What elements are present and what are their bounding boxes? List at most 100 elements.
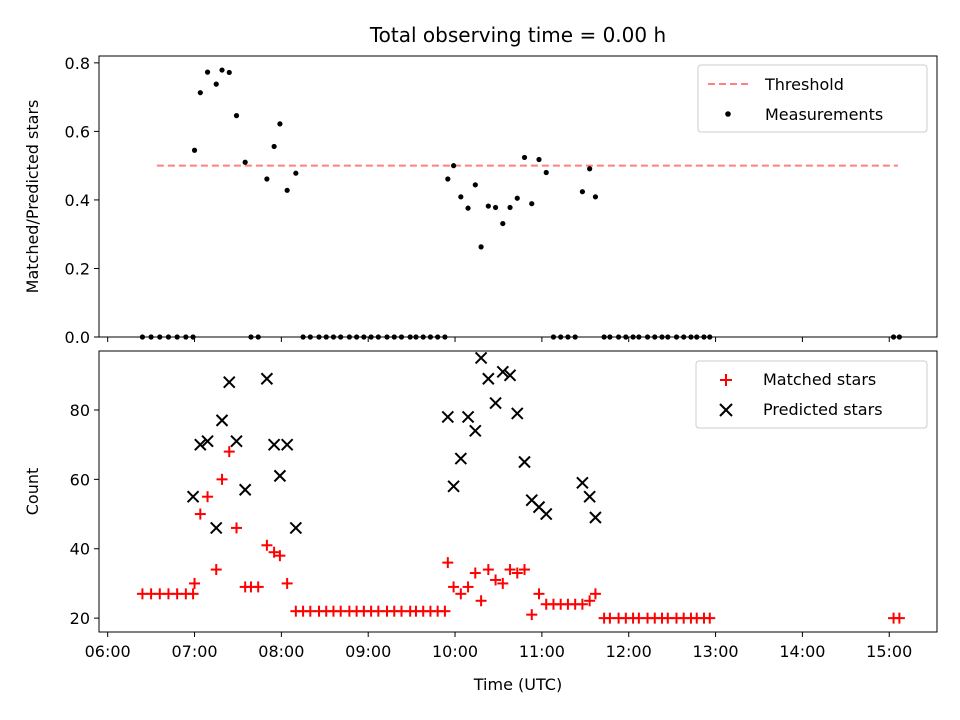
predicted-star-point bbox=[273, 469, 287, 483]
measurement-point bbox=[507, 204, 513, 211]
matched-star-point bbox=[526, 609, 538, 621]
top-y-ticks: 0.0 0.2 0.4 0.6 0.8 bbox=[65, 54, 99, 347]
predicted-star-point bbox=[223, 376, 236, 389]
matched-star-point bbox=[584, 595, 596, 607]
matched-star-point bbox=[475, 595, 487, 607]
predicted-star-point bbox=[469, 424, 482, 437]
predicted-star-point bbox=[210, 521, 223, 535]
predicted-star-point bbox=[496, 365, 510, 379]
matched-star-point bbox=[497, 577, 509, 589]
top-y-axis-label: Matched/Predicted stars bbox=[23, 100, 42, 294]
matched-star-point bbox=[230, 522, 242, 534]
matched-legend-swatch bbox=[720, 374, 732, 386]
measurement-point bbox=[500, 220, 506, 227]
x-axis-label: Time (UTC) bbox=[473, 675, 562, 694]
matched-star-point bbox=[519, 564, 531, 576]
top-y-tick-label: 0.4 bbox=[65, 191, 90, 210]
matched-star-point bbox=[189, 577, 201, 589]
matched-star-point bbox=[223, 446, 235, 458]
top-y-tick-label: 0.2 bbox=[65, 259, 90, 278]
top-legend-box bbox=[697, 64, 928, 133]
top-y-tick-label: 0.0 bbox=[65, 328, 90, 347]
measurement-point bbox=[592, 194, 599, 200]
matched-star-point bbox=[504, 564, 516, 576]
x-tick-label: 06:00 bbox=[85, 642, 131, 661]
measurement-point bbox=[465, 205, 471, 211]
measurement-point bbox=[492, 204, 499, 211]
measurement-point bbox=[213, 81, 219, 87]
measurement-point bbox=[579, 189, 586, 195]
bottom-panel: 20 40 60 80 06:00 07:00 08:00 09:00 10:00 11:00 1… bbox=[23, 350, 938, 694]
measurement-point bbox=[472, 182, 478, 188]
matched-star-point bbox=[589, 588, 601, 600]
predicted-star-point bbox=[461, 410, 475, 424]
predicted-star-point bbox=[482, 372, 495, 385]
x-tick-label: 13:00 bbox=[693, 642, 739, 661]
matched-star-point bbox=[210, 564, 222, 576]
top-y-tick-label: 0.6 bbox=[65, 122, 90, 141]
predicted-star-point bbox=[589, 511, 602, 524]
measurement-point bbox=[271, 143, 277, 150]
measurement-point bbox=[536, 156, 542, 163]
threshold-legend-label: Threshold bbox=[764, 75, 844, 94]
measurement-point bbox=[521, 154, 528, 161]
matched-star-point bbox=[455, 588, 467, 600]
predicted-star-point bbox=[201, 434, 214, 448]
bottom-legend-box bbox=[695, 360, 928, 429]
predicted-star-point bbox=[518, 455, 531, 469]
x-tick-label: 09:00 bbox=[345, 642, 391, 661]
matched-star-point bbox=[194, 508, 206, 520]
bottom-plot-frame bbox=[98, 350, 938, 633]
predicted-star-point bbox=[289, 521, 303, 535]
matched-star-point bbox=[893, 612, 905, 624]
bottom-legend: Matched stars Predicted stars bbox=[695, 360, 928, 429]
matched-star-point bbox=[442, 557, 454, 569]
bottom-y-tick-label: 80 bbox=[70, 401, 90, 420]
matched-star-point bbox=[462, 581, 474, 593]
matched-star-point bbox=[281, 577, 293, 589]
bottom-plot-content bbox=[136, 351, 905, 624]
top-plot-frame bbox=[98, 55, 938, 338]
x-tick-label: 12:00 bbox=[606, 642, 652, 661]
bottom-y-tick-label: 60 bbox=[70, 470, 90, 489]
predicted-star-point bbox=[238, 483, 252, 496]
measurement-point bbox=[264, 176, 270, 182]
top-plot-content bbox=[139, 67, 902, 340]
matched-star-point bbox=[268, 546, 280, 558]
top-panel: 0.00.20.40.60.8 Matched/Predicted stars … bbox=[23, 54, 938, 347]
predicted-star-point bbox=[186, 490, 200, 503]
matched-legend-label: Matched stars bbox=[763, 370, 876, 389]
measurement-point bbox=[197, 90, 203, 96]
bottom-y-axis-label: Count bbox=[23, 468, 42, 516]
x-tick-label: 14:00 bbox=[779, 642, 825, 661]
measurement-point bbox=[293, 170, 299, 176]
predicted-star-point bbox=[441, 410, 455, 424]
measurement-point bbox=[458, 194, 464, 200]
predicted-star-point bbox=[215, 414, 229, 427]
matched-star-point bbox=[216, 473, 228, 485]
matched-star-point bbox=[576, 598, 588, 610]
predicted-star-point bbox=[447, 480, 460, 493]
matched-star-point bbox=[448, 581, 460, 593]
top-legend: Threshold Measurements bbox=[697, 64, 928, 133]
predicted-star-point bbox=[194, 438, 207, 451]
measurement-point bbox=[191, 147, 198, 153]
measurement-point bbox=[529, 201, 535, 207]
measurement-point bbox=[587, 166, 593, 172]
measurement-point bbox=[514, 195, 520, 201]
predicted-star-point bbox=[576, 476, 589, 490]
chart-title: Total observing time = 0.00 h bbox=[369, 23, 666, 47]
matched-star-point bbox=[261, 539, 273, 551]
predicted-legend-label: Predicted stars bbox=[763, 400, 883, 419]
matched-star-point bbox=[704, 612, 716, 624]
measurement-point bbox=[226, 69, 232, 76]
bottom-y-ticks: 20 40 60 80 bbox=[70, 401, 99, 628]
measurement-point bbox=[284, 187, 290, 193]
matched-star-point bbox=[252, 581, 264, 593]
measurement-point bbox=[485, 203, 491, 209]
matched-star-point bbox=[469, 567, 481, 579]
predicted-star-point bbox=[454, 452, 468, 465]
x-tick-label: 10:00 bbox=[432, 642, 478, 661]
measurement-point bbox=[450, 163, 457, 169]
